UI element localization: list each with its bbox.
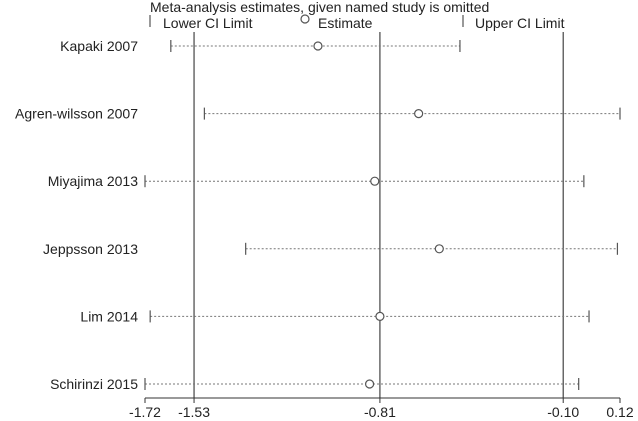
estimate-marker [375,311,385,321]
study-label: Miyajima 2013 [48,173,138,189]
legend-lower-label: Lower CI Limit [163,15,253,31]
x-tick-label: -1.72 [129,404,161,420]
estimate-marker [313,41,323,51]
x-tick-label: 0.12 [606,404,633,420]
legend-estimate-marker [300,14,310,24]
legend: Lower CI Limit Estimate Upper CI Limit [149,14,565,31]
chart-title: Meta-analysis estimates, given named stu… [150,0,489,15]
plot-area: Kapaki 2007 Agren-wilsson 2007 Miyajima 20… [15,32,634,420]
x-tick-label: -1.53 [178,404,210,420]
study-label: Jeppsson 2013 [43,241,138,257]
study-label: Schirinzi 2015 [50,376,138,392]
estimate-marker [434,244,444,254]
estimate-marker [414,108,424,119]
estimate-marker [370,176,380,186]
estimate-marker [364,379,375,389]
study-label: Agren-wilsson 2007 [15,106,138,122]
study-label: Kapaki 2007 [60,38,138,54]
x-tick-label: -0.10 [547,404,579,420]
legend-upper-label: Upper CI Limit [475,15,565,31]
x-tick-label: -0.81 [364,404,396,420]
study-label: Lim 2014 [80,308,138,324]
legend-estimate-label: Estimate [318,15,373,31]
